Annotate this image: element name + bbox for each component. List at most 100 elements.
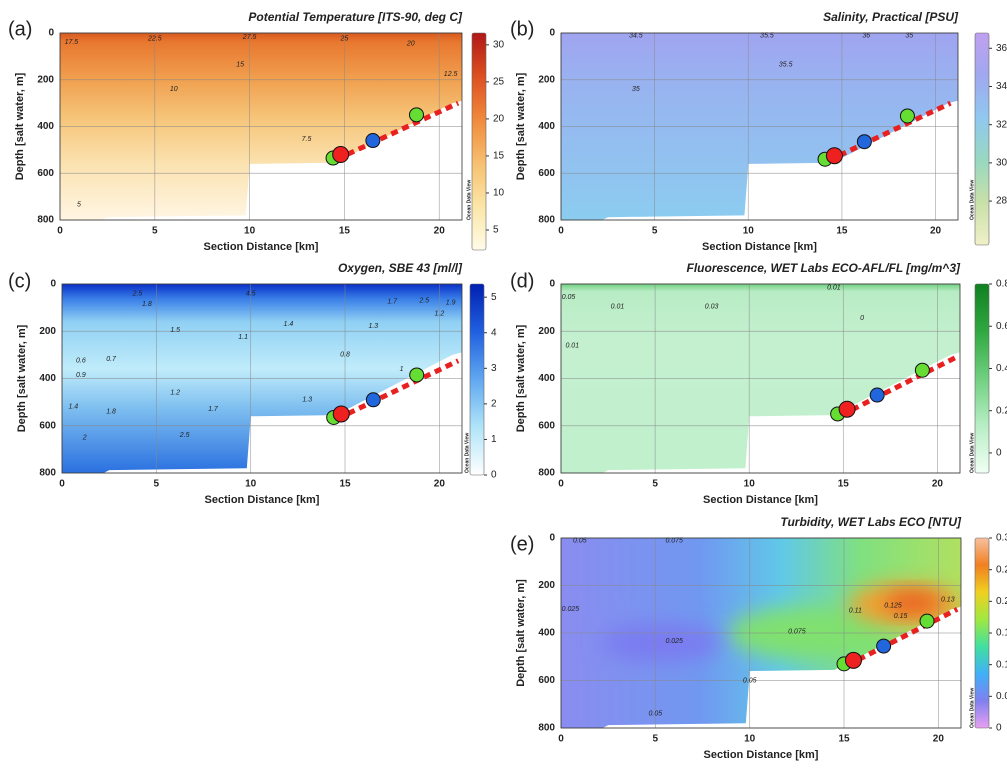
colorbar bbox=[974, 537, 990, 729]
watermark: Ocean Data View bbox=[466, 180, 472, 220]
y-axis-label: Depth [salt water, m] bbox=[14, 72, 26, 180]
station-marker bbox=[869, 387, 885, 403]
station-marker bbox=[365, 392, 381, 408]
x-tick-label: 10 bbox=[245, 479, 257, 490]
y-tick-label: 200 bbox=[538, 74, 555, 85]
y-axis-label: Depth [salt water, m] bbox=[515, 72, 527, 180]
panel-title: Oxygen, SBE 43 [ml/l] bbox=[338, 261, 463, 275]
plot-frame bbox=[560, 283, 961, 474]
contour-label: 0.03 bbox=[705, 303, 719, 310]
contour-label: 2.5 bbox=[418, 297, 429, 304]
x-tick-label: 10 bbox=[744, 479, 756, 490]
contour-label: 22.5 bbox=[147, 36, 162, 43]
x-tick-label: 0 bbox=[558, 226, 564, 237]
contour-label: 1.1 bbox=[238, 334, 248, 341]
colorbar bbox=[974, 283, 990, 474]
contour-label: 1 bbox=[400, 366, 404, 373]
colorbar bbox=[471, 32, 487, 251]
station-marker bbox=[856, 134, 872, 150]
contour-label: 0.025 bbox=[665, 638, 683, 645]
y-tick-label: 0 bbox=[549, 279, 555, 290]
contour-label: 0.125 bbox=[884, 603, 902, 610]
y-tick-label: 0 bbox=[549, 533, 555, 544]
contour-label: 0.01 bbox=[827, 284, 841, 291]
panel-title: Salinity, Practical [PSU] bbox=[823, 10, 959, 24]
station-marker bbox=[332, 405, 350, 423]
x-tick-label: 5 bbox=[152, 226, 158, 237]
colorbar-tick-label: 10 bbox=[493, 188, 505, 199]
y-tick-label: 400 bbox=[39, 373, 56, 384]
y-tick-label: 600 bbox=[538, 168, 555, 179]
watermark: Ocean Data View bbox=[969, 180, 975, 220]
panel-title: Turbidity, WET Labs ECO [NTU] bbox=[780, 515, 962, 529]
colorbar-tick-label: 30 bbox=[493, 39, 505, 50]
x-tick-label: 0 bbox=[558, 479, 564, 490]
y-tick-label: 400 bbox=[37, 121, 54, 132]
contour-label: 1.8 bbox=[142, 301, 152, 308]
colorbar-tick-label: 34 bbox=[996, 81, 1007, 92]
plot-frame bbox=[560, 537, 962, 729]
contour-label: 1.2 bbox=[170, 390, 180, 397]
contour-label: 0.15 bbox=[894, 613, 908, 620]
contour-label: 1.3 bbox=[368, 323, 378, 330]
colorbar-tick-label: 0.05 bbox=[996, 691, 1007, 702]
contour-label: 0.01 bbox=[611, 303, 625, 310]
station-marker bbox=[838, 400, 856, 418]
y-tick-label: 800 bbox=[37, 215, 54, 226]
contour-label: 0.01 bbox=[565, 342, 579, 349]
x-tick-label: 0 bbox=[57, 226, 63, 237]
colorbar-tick-label: 15 bbox=[493, 151, 505, 162]
contour-label: 36 bbox=[862, 33, 870, 40]
colorbar-tick-label: 0 bbox=[996, 448, 1002, 459]
y-tick-label: 400 bbox=[538, 121, 555, 132]
station-marker bbox=[408, 107, 424, 123]
contour-label: 7.5 bbox=[302, 136, 312, 143]
x-tick-label: 5 bbox=[653, 734, 659, 745]
contour-label: 1.4 bbox=[68, 404, 78, 411]
transect-line bbox=[846, 607, 959, 668]
y-tick-label: 800 bbox=[39, 468, 56, 479]
contour-label: 0 bbox=[860, 315, 864, 322]
y-axis-label: Depth [salt water, m] bbox=[16, 324, 28, 432]
panel-label: (a) bbox=[8, 18, 32, 40]
x-tick-label: 10 bbox=[744, 734, 756, 745]
contour-label: 0.05 bbox=[743, 677, 757, 684]
x-tick-label: 15 bbox=[339, 479, 351, 490]
x-axis-label: Section Distance [km] bbox=[702, 241, 817, 253]
colorbar-tick-label: 4 bbox=[491, 327, 497, 338]
panel-label: (d) bbox=[510, 270, 534, 292]
y-tick-label: 800 bbox=[538, 468, 555, 479]
colorbar-tick-label: 36 bbox=[996, 43, 1007, 54]
x-tick-label: 5 bbox=[652, 479, 658, 490]
colorbar-tick-label: 0 bbox=[491, 470, 497, 481]
colorbar-tick-label: 20 bbox=[493, 114, 505, 125]
plot-frame bbox=[560, 32, 959, 221]
y-tick-label: 400 bbox=[538, 628, 555, 639]
contour-label: 1.7 bbox=[208, 406, 219, 413]
y-tick-label: 600 bbox=[39, 420, 56, 431]
contour-label: 0.13 bbox=[941, 597, 955, 604]
colorbar-tick-label: 1 bbox=[491, 434, 497, 445]
contour-label: 0.7 bbox=[106, 356, 117, 363]
y-tick-label: 200 bbox=[538, 580, 555, 591]
station-marker bbox=[899, 108, 915, 124]
x-tick-label: 0 bbox=[59, 479, 65, 490]
colorbar-tick-label: 0.15 bbox=[996, 628, 1007, 639]
y-tick-label: 0 bbox=[549, 28, 555, 39]
contour-label: 0.8 bbox=[340, 352, 350, 359]
y-axis-label: Depth [salt water, m] bbox=[515, 324, 527, 432]
colorbar-tick-label: 0.4 bbox=[996, 363, 1007, 374]
x-axis-label: Section Distance [km] bbox=[703, 494, 818, 506]
contour-label: 0.025 bbox=[562, 606, 580, 613]
x-tick-label: 20 bbox=[434, 226, 446, 237]
colorbar-tick-label: 0.2 bbox=[996, 405, 1007, 416]
x-tick-label: 10 bbox=[244, 226, 256, 237]
colorbar-tick-label: 5 bbox=[491, 292, 497, 303]
x-axis-label: Section Distance [km] bbox=[704, 749, 819, 761]
y-tick-label: 200 bbox=[37, 74, 54, 85]
transect-line bbox=[336, 358, 460, 421]
colorbar bbox=[469, 283, 485, 476]
